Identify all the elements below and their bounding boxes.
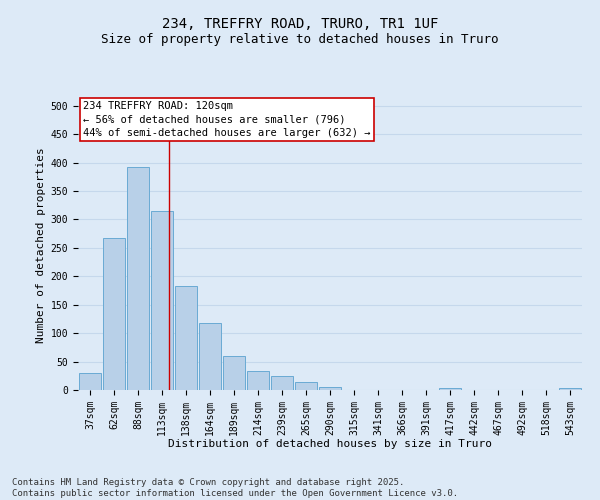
Text: 234, TREFFRY ROAD, TRURO, TR1 1UF: 234, TREFFRY ROAD, TRURO, TR1 1UF [162, 18, 438, 32]
Bar [559, 388, 581, 390]
Text: Size of property relative to detached houses in Truro: Size of property relative to detached ho… [101, 32, 499, 46]
Bar [175, 286, 197, 390]
Y-axis label: Number of detached properties: Number of detached properties [37, 147, 46, 343]
Bar [151, 212, 173, 390]
Bar [271, 376, 293, 390]
Text: Contains HM Land Registry data © Crown copyright and database right 2025.
Contai: Contains HM Land Registry data © Crown c… [12, 478, 458, 498]
X-axis label: Distribution of detached houses by size in Truro: Distribution of detached houses by size … [168, 439, 492, 449]
Bar [103, 238, 125, 390]
Bar [439, 388, 461, 390]
Bar [199, 323, 221, 390]
Bar [79, 373, 101, 390]
Bar [223, 356, 245, 390]
Text: 234 TREFFRY ROAD: 120sqm
← 56% of detached houses are smaller (796)
44% of semi-: 234 TREFFRY ROAD: 120sqm ← 56% of detach… [83, 102, 371, 138]
Bar [247, 371, 269, 390]
Bar [319, 386, 341, 390]
Bar [295, 382, 317, 390]
Bar [127, 166, 149, 390]
